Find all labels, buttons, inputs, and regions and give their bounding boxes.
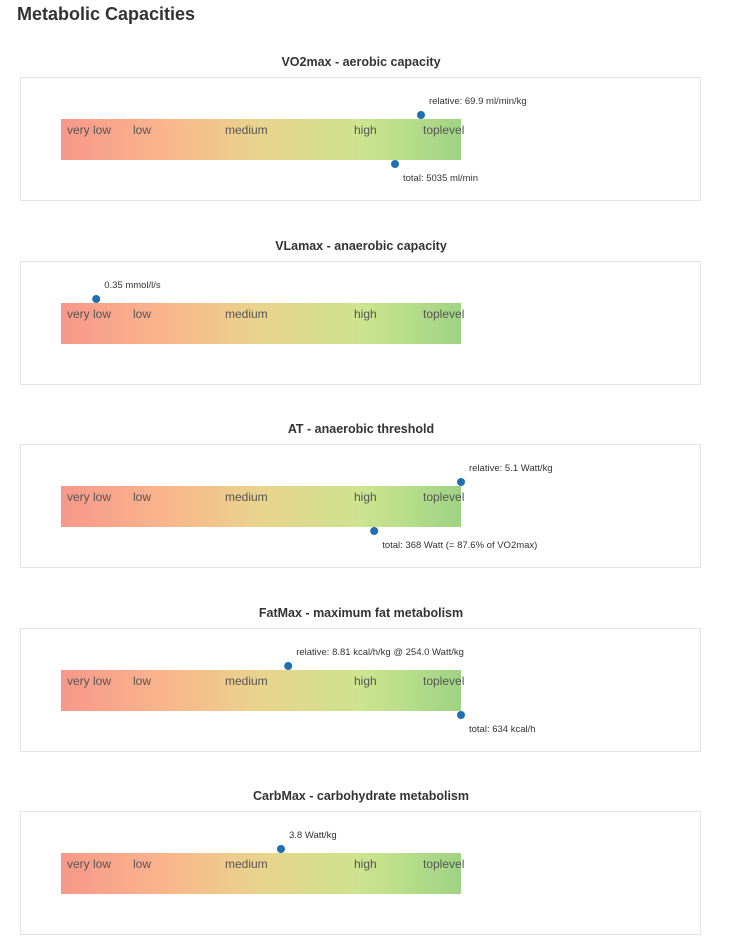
level-label: medium — [225, 123, 268, 137]
level-label: toplevel — [423, 857, 464, 871]
marker-dot — [391, 160, 399, 168]
marker-dot — [370, 527, 379, 535]
marker-dot — [284, 662, 293, 670]
chart-title: VO2max - aerobic capacity — [281, 55, 441, 69]
level-label: medium — [225, 674, 268, 688]
marker-label: relative: 5.1 Watt/kg — [469, 463, 553, 474]
chart-title: FatMax - maximum fat metabolism — [258, 606, 464, 620]
level-label: low — [133, 490, 151, 504]
level-label: low — [133, 123, 151, 137]
marker-label: total: 634 kcal/h — [469, 724, 536, 735]
marker-label: relative: 8.81 kcal/h/kg @ 254.0 Watt/kg — [296, 647, 464, 658]
page-title: Metabolic Capacities — [17, 4, 196, 24]
level-label: high — [354, 490, 377, 504]
marker-label: 3.8 Watt/kg — [289, 830, 337, 841]
chart-title: CarbMax - carbohydrate metabolism — [252, 789, 470, 803]
level-label: high — [354, 674, 377, 688]
level-label: high — [354, 857, 377, 871]
gauge-bar — [61, 670, 461, 711]
gauge-panel: very low low medium high toplevel 0.35 mmol/l… — [20, 261, 701, 385]
marker-label: relative: 69.9 ml/min/kg — [429, 96, 527, 107]
gauge-chart: very low low medium high toplevel relative: 6… — [61, 96, 527, 184]
marker-label: total: 368 Watt (= 87.6% of VO2max) — [382, 540, 537, 551]
gauge-bar — [61, 853, 461, 894]
gauge-panel: very low low medium high toplevel relative: 6… — [20, 77, 701, 201]
level-label: medium — [225, 307, 268, 321]
level-label: very low — [67, 674, 111, 688]
chart-title: AT - anaerobic threshold — [287, 422, 435, 436]
level-label: high — [354, 123, 377, 137]
level-label: toplevel — [423, 490, 464, 504]
level-label: medium — [225, 490, 268, 504]
gauge-bar — [61, 486, 461, 527]
level-label: toplevel — [423, 307, 464, 321]
gauge-panel: very low low medium high toplevel relative: 5… — [20, 444, 701, 568]
level-label: toplevel — [423, 123, 464, 137]
level-label: very low — [67, 490, 111, 504]
marker-dot — [417, 111, 425, 119]
level-label: medium — [225, 857, 268, 871]
level-label: low — [133, 674, 151, 688]
gauge-chart: very low low medium high toplevel relative: 5… — [61, 463, 553, 551]
level-label: high — [354, 307, 377, 321]
chart-title: VLamax - anaerobic capacity — [275, 239, 447, 253]
level-label: very low — [67, 307, 111, 321]
marker-dot — [277, 845, 285, 853]
level-label: low — [133, 857, 151, 871]
level-label: toplevel — [423, 674, 464, 688]
gauge-panel: very low low medium high toplevel relative: 8… — [20, 628, 701, 752]
marker-dot — [457, 711, 465, 719]
marker-label: 0.35 mmol/l/s — [104, 280, 161, 291]
gauge-bar — [61, 119, 461, 160]
marker-dot — [457, 478, 465, 486]
gauge-chart: very low low medium high toplevel 0.35 mmol/l… — [61, 280, 464, 344]
gauge-chart: very low low medium high toplevel relative: 8… — [61, 647, 536, 735]
gauge-bar — [61, 303, 461, 344]
marker-dot — [92, 295, 101, 303]
level-label: low — [133, 307, 151, 321]
gauge-chart: very low low medium high toplevel 3.8 Watt/kg — [61, 830, 464, 894]
level-label: very low — [67, 123, 111, 137]
marker-label: total: 5035 ml/min — [403, 173, 478, 184]
level-label: very low — [67, 857, 111, 871]
gauge-panel: very low low medium high toplevel 3.8 Watt/kg — [20, 811, 701, 935]
